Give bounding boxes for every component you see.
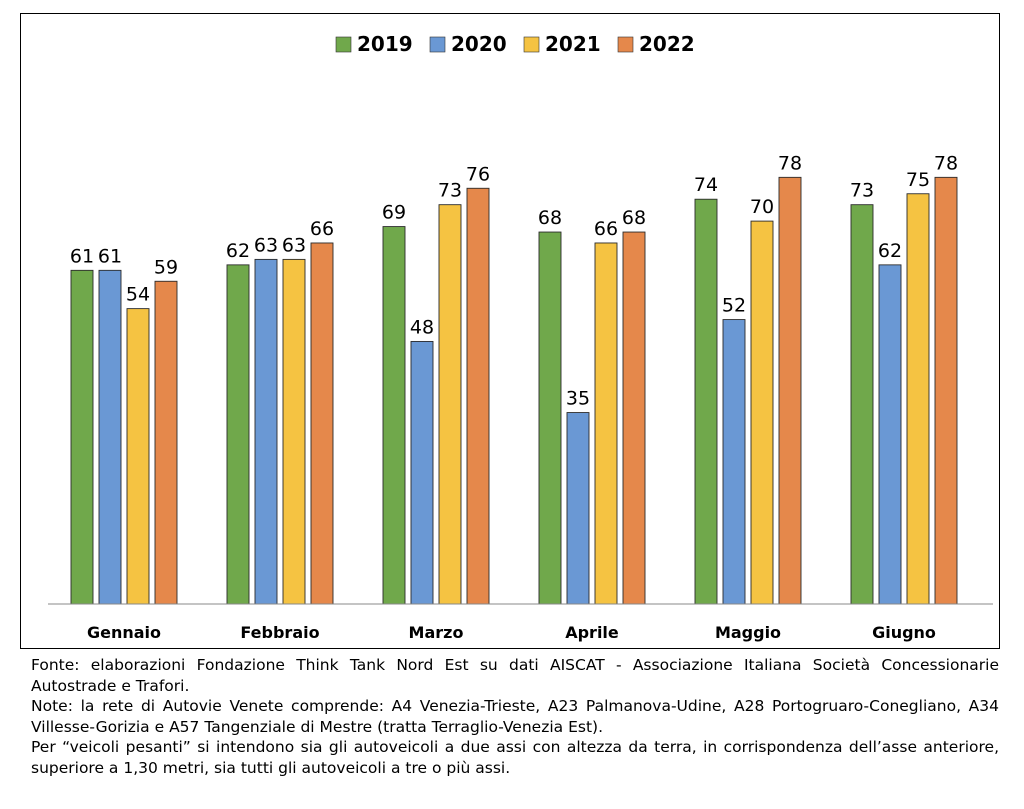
bar-maggio-2022: [778, 176, 802, 605]
value-label-gennaio-2019: 61: [70, 245, 94, 267]
bar-giugno-2022: [934, 176, 958, 605]
value-label-maggio-2022: 78: [778, 152, 802, 174]
category-label-giugno: Giugno: [872, 623, 936, 642]
legend-swatch-2021: [523, 36, 540, 53]
category-label-gennaio: Gennaio: [87, 623, 161, 642]
bar-febbraio-2021: [282, 258, 306, 605]
legend-label-2020: 2020: [451, 32, 507, 56]
bar-giugno-2019: [850, 204, 874, 605]
bar-maggio-2020: [722, 319, 746, 605]
value-label-febbraio-2020: 63: [254, 234, 278, 256]
legend-swatch-2020: [429, 36, 446, 53]
value-label-giugno-2020: 62: [878, 240, 902, 262]
bar-gennaio-2022: [154, 280, 178, 605]
bar-febbraio-2022: [310, 242, 334, 605]
value-label-maggio-2019: 74: [694, 174, 718, 196]
value-label-aprile-2022: 68: [622, 207, 646, 229]
bar-maggio-2021: [750, 220, 774, 605]
bar-marzo-2019: [382, 226, 406, 605]
bar-maggio-2019: [694, 198, 718, 605]
bar-febbraio-2019: [226, 264, 250, 605]
bar-giugno-2021: [906, 193, 930, 605]
legend-swatch-2019: [335, 36, 352, 53]
legend-label-2019: 2019: [357, 32, 413, 56]
source-note: Fonte: elaborazioni Fondazione Think Tan…: [31, 656, 999, 695]
value-label-aprile-2020: 35: [566, 388, 590, 410]
category-label-febbraio: Febbraio: [240, 623, 319, 642]
value-label-giugno-2021: 75: [906, 169, 930, 191]
legend-label-2021: 2021: [545, 32, 601, 56]
chart-frame: 2019 2020 2021 2022 61 61 54 59 Gennaio 62 63 63 66 F…: [20, 13, 1000, 649]
value-label-marzo-2021: 73: [438, 180, 462, 202]
bar-gennaio-2019: [70, 269, 94, 605]
bar-marzo-2022: [466, 187, 490, 605]
value-label-febbraio-2022: 66: [310, 218, 334, 240]
value-label-aprile-2021: 66: [594, 218, 618, 240]
value-label-marzo-2020: 48: [410, 316, 434, 338]
definition-note: Per “veicoli pesanti” si intendono sia g…: [31, 738, 999, 777]
value-label-giugno-2019: 73: [850, 180, 874, 202]
bar-marzo-2020: [410, 340, 434, 605]
value-label-maggio-2020: 52: [722, 295, 746, 317]
bar-aprile-2020: [566, 412, 590, 605]
value-label-gennaio-2022: 59: [154, 256, 178, 278]
legend-swatch-2022: [617, 36, 634, 53]
bar-gennaio-2020: [98, 269, 122, 605]
legend-label-2022: 2022: [639, 32, 695, 56]
category-label-aprile: Aprile: [565, 623, 619, 642]
bar-giugno-2020: [878, 264, 902, 605]
bar-aprile-2021: [594, 242, 618, 605]
value-label-febbraio-2021: 63: [282, 234, 306, 256]
chart-notes: Fonte: elaborazioni Fondazione Think Tan…: [31, 655, 999, 778]
value-label-maggio-2021: 70: [750, 196, 774, 218]
bar-gennaio-2021: [126, 308, 150, 605]
value-label-gennaio-2020: 61: [98, 245, 122, 267]
bar-aprile-2022: [622, 231, 646, 605]
value-label-aprile-2019: 68: [538, 207, 562, 229]
category-label-maggio: Maggio: [715, 623, 781, 642]
value-label-marzo-2019: 69: [382, 202, 406, 224]
network-note: Note: la rete di Autovie Venete comprend…: [31, 697, 999, 736]
bar-aprile-2019: [538, 231, 562, 605]
value-label-giugno-2022: 78: [934, 152, 958, 174]
bar-marzo-2021: [438, 204, 462, 605]
value-label-marzo-2022: 76: [466, 163, 490, 185]
value-label-gennaio-2021: 54: [126, 284, 150, 306]
category-label-marzo: Marzo: [409, 623, 464, 642]
value-label-febbraio-2019: 62: [226, 240, 250, 262]
bar-febbraio-2020: [254, 258, 278, 605]
